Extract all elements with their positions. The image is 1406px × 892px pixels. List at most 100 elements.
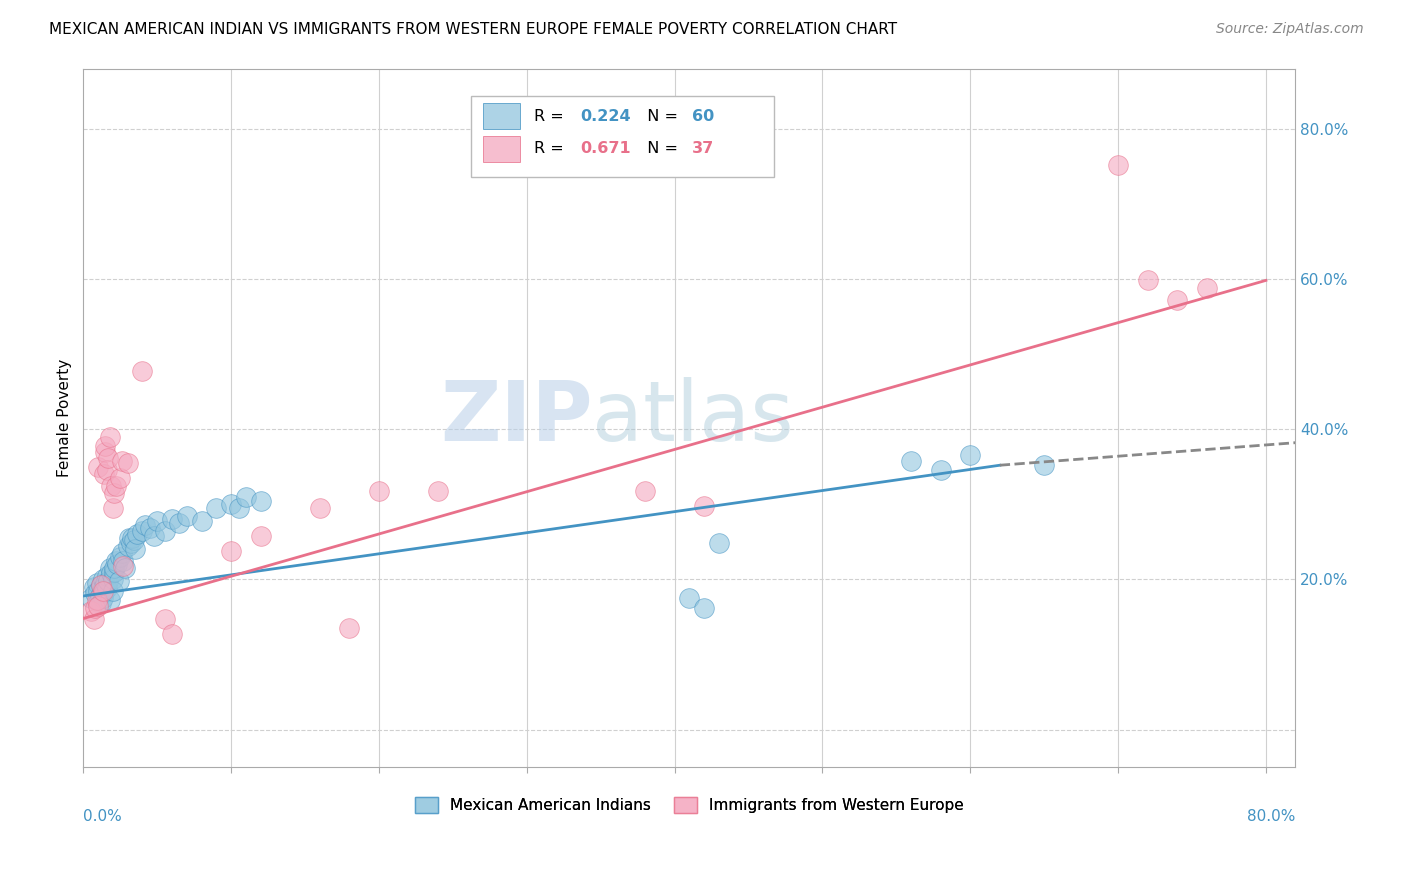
- Point: [139, 521, 162, 535]
- Text: ZIP: ZIP: [440, 377, 592, 458]
- Point: [308, 501, 330, 516]
- Point: [707, 536, 730, 550]
- Point: [100, 566, 122, 581]
- Point: [86, 576, 108, 591]
- Text: Source: ZipAtlas.com: Source: ZipAtlas.com: [1216, 22, 1364, 37]
- Point: [103, 565, 125, 579]
- Point: [205, 501, 228, 516]
- Point: [105, 558, 128, 572]
- Point: [112, 558, 135, 573]
- Point: [101, 583, 124, 598]
- Point: [86, 593, 108, 607]
- Point: [91, 582, 114, 596]
- Point: [146, 514, 169, 528]
- Point: [90, 597, 112, 611]
- Point: [90, 578, 112, 592]
- Point: [79, 591, 101, 606]
- Point: [87, 459, 110, 474]
- Point: [107, 574, 129, 588]
- Point: [110, 549, 132, 564]
- Point: [634, 483, 657, 498]
- Point: [160, 626, 183, 640]
- Point: [89, 589, 111, 603]
- Point: [87, 599, 110, 613]
- Point: [110, 471, 132, 485]
- Point: [219, 497, 242, 511]
- Point: [153, 611, 176, 625]
- Point: [111, 546, 134, 560]
- Point: [1166, 293, 1188, 307]
- Text: MEXICAN AMERICAN INDIAN VS IMMIGRANTS FROM WESTERN EUROPE FEMALE POVERTY CORRELA: MEXICAN AMERICAN INDIAN VS IMMIGRANTS FR…: [49, 22, 897, 37]
- Point: [97, 574, 120, 588]
- Point: [79, 604, 101, 618]
- Point: [900, 454, 922, 468]
- Point: [83, 611, 105, 625]
- Point: [176, 508, 198, 523]
- Point: [1107, 158, 1129, 172]
- Point: [117, 539, 139, 553]
- FancyBboxPatch shape: [471, 96, 775, 177]
- Point: [90, 578, 112, 592]
- Point: [84, 586, 107, 600]
- Point: [98, 593, 121, 607]
- Point: [104, 478, 127, 492]
- Point: [94, 444, 117, 458]
- Point: [104, 554, 127, 568]
- Point: [117, 456, 139, 470]
- Point: [98, 561, 121, 575]
- Point: [96, 582, 118, 596]
- Point: [93, 585, 115, 599]
- Point: [427, 483, 450, 498]
- Point: [112, 554, 135, 568]
- Point: [96, 463, 118, 477]
- Point: [1136, 273, 1159, 287]
- Point: [111, 454, 134, 468]
- Text: N =: N =: [637, 109, 683, 123]
- Text: 37: 37: [692, 141, 714, 156]
- Point: [368, 483, 391, 498]
- Text: 0.224: 0.224: [581, 109, 631, 123]
- Point: [94, 576, 117, 591]
- Point: [249, 493, 271, 508]
- Point: [101, 573, 124, 587]
- Y-axis label: Female Poverty: Female Poverty: [58, 359, 72, 477]
- FancyBboxPatch shape: [484, 136, 520, 162]
- Legend: Mexican American Indians, Immigrants from Western Europe: Mexican American Indians, Immigrants fro…: [409, 791, 970, 819]
- Text: 80.0%: 80.0%: [1247, 809, 1295, 824]
- Point: [97, 450, 120, 465]
- Point: [120, 536, 142, 550]
- Point: [235, 490, 257, 504]
- Point: [103, 486, 125, 500]
- Point: [94, 439, 117, 453]
- Text: 0.0%: 0.0%: [83, 809, 122, 824]
- Text: R =: R =: [534, 141, 569, 156]
- Point: [1195, 281, 1218, 295]
- Point: [100, 478, 122, 492]
- Text: atlas: atlas: [592, 377, 794, 458]
- Point: [122, 533, 145, 548]
- Point: [153, 524, 176, 538]
- Point: [929, 463, 952, 477]
- Point: [131, 363, 153, 377]
- Point: [103, 561, 125, 575]
- Point: [190, 514, 212, 528]
- Point: [219, 544, 242, 558]
- Point: [959, 449, 981, 463]
- Point: [160, 512, 183, 526]
- Text: 0.671: 0.671: [581, 141, 631, 156]
- Point: [337, 621, 360, 635]
- Point: [118, 531, 141, 545]
- Text: N =: N =: [637, 141, 683, 156]
- Point: [114, 561, 136, 575]
- Point: [121, 531, 143, 545]
- Point: [125, 527, 148, 541]
- Point: [169, 516, 191, 530]
- Point: [101, 501, 124, 516]
- Point: [87, 583, 110, 598]
- Text: R =: R =: [534, 109, 569, 123]
- Point: [84, 601, 107, 615]
- Text: 60: 60: [692, 109, 714, 123]
- Point: [143, 529, 166, 543]
- Point: [91, 573, 114, 587]
- Point: [93, 467, 115, 482]
